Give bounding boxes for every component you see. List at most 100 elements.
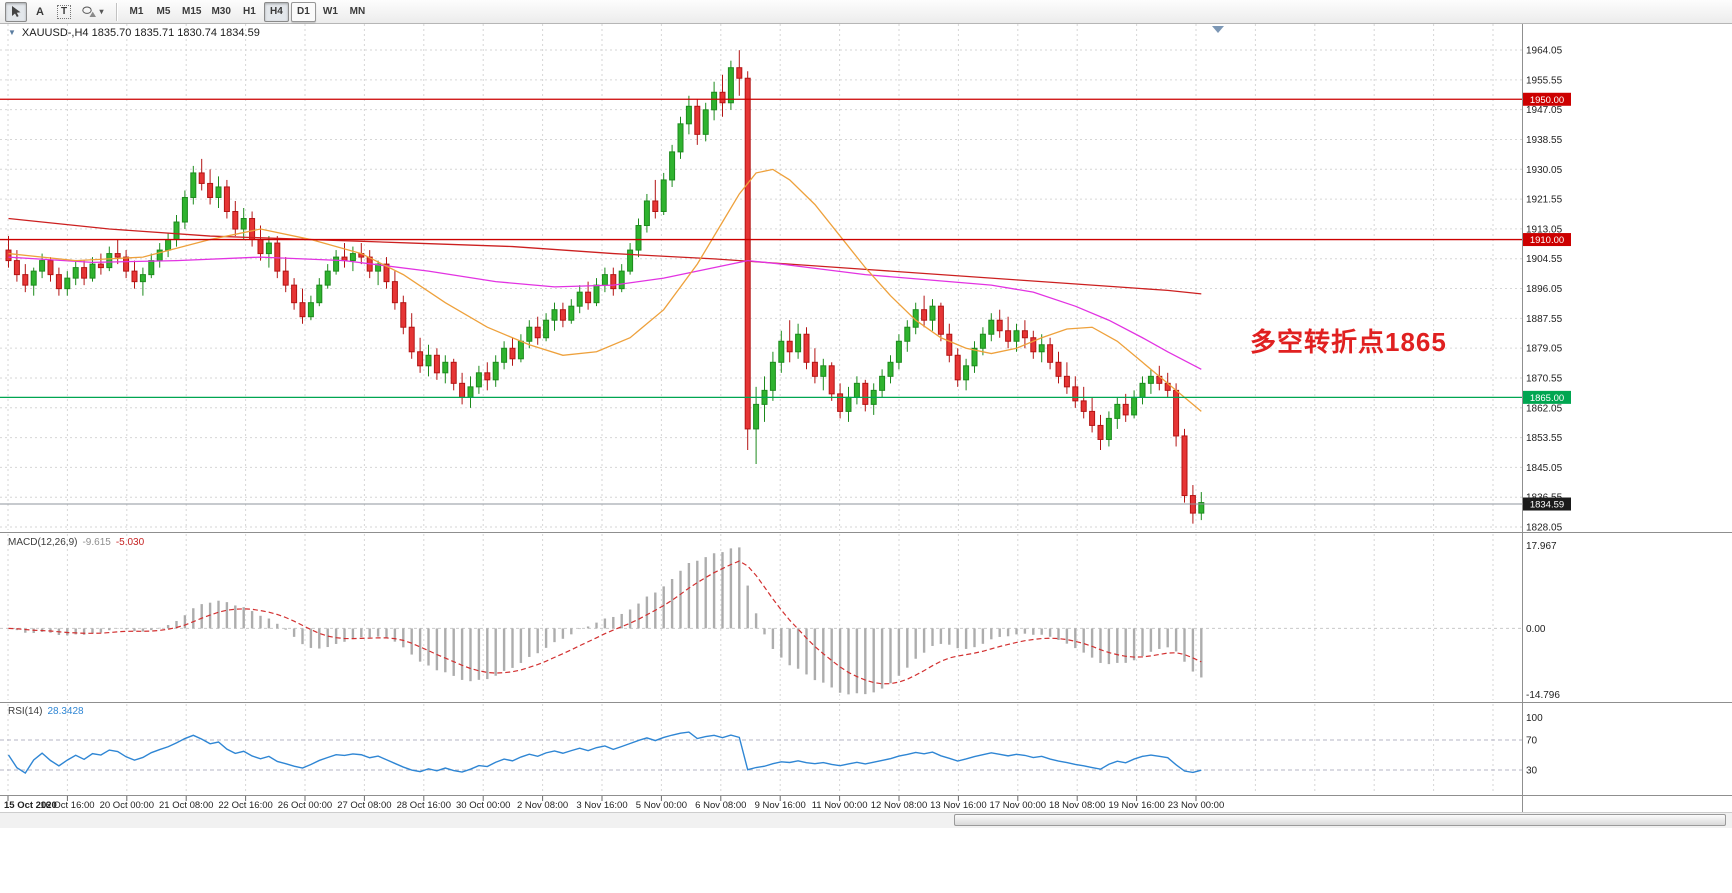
candle — [299, 288, 306, 324]
rsi-axis-label: 100 — [1526, 713, 1543, 724]
rsi-axis[interactable]: 100 70 30 — [1526, 713, 1543, 777]
candle — [97, 253, 104, 275]
price-axis-label: 1955.55 — [1526, 75, 1563, 86]
time-axis-label: 3 Nov 16:00 — [576, 800, 627, 811]
symbol-dropdown-arrow-icon[interactable]: ▼ — [8, 28, 16, 37]
scrollbar-thumb[interactable] — [954, 814, 1726, 826]
chart-annotation-text[interactable]: 多空转折点1865 — [1250, 327, 1447, 357]
time-axis-label: 15 Oct 2020 — [4, 800, 57, 811]
timeframe-button-h1[interactable]: H1 — [243, 6, 256, 17]
candle — [534, 316, 541, 345]
price-axis-label: 1845.05 — [1526, 463, 1563, 474]
candle — [853, 376, 860, 405]
candle — [257, 225, 264, 261]
candle — [736, 50, 743, 96]
timeframe-button-m30[interactable]: M30 — [211, 6, 231, 17]
timeframe-button-h4[interactable]: H4 — [263, 1, 289, 22]
candle — [543, 313, 550, 342]
ma-fast-line — [8, 168, 1202, 412]
time-axis-label: 13 Nov 16:00 — [930, 800, 987, 811]
candle — [5, 236, 12, 268]
candle — [1097, 414, 1104, 450]
candle — [559, 302, 566, 328]
price-axis-label: 1921.55 — [1526, 195, 1563, 206]
candle — [652, 179, 659, 219]
time-axis-label: 27 Oct 08:00 — [337, 800, 391, 811]
horizontal-line-1865.00[interactable]: 1865.00 — [0, 390, 1571, 404]
macd-signal-value: -5.030 — [115, 537, 145, 548]
candle — [442, 355, 449, 384]
candles-series — [5, 50, 1205, 524]
candle — [316, 278, 323, 307]
rsi-line — [7, 731, 1202, 775]
shapes-tool-button[interactable]: ▾ — [77, 2, 109, 22]
candle — [1047, 337, 1054, 370]
text-tool-button[interactable]: A — [29, 2, 51, 22]
candle — [47, 257, 54, 282]
time-axis-label: 11 Nov 00:00 — [812, 800, 868, 811]
candle — [55, 267, 62, 296]
text-a-icon: A — [36, 5, 44, 18]
candle — [123, 250, 130, 279]
level-price-label: 1865.00 — [1530, 393, 1564, 404]
macd-name: MACD(12,26,9) — [8, 537, 78, 548]
macd-axis[interactable]: 17.967 0.00 -14.796 — [1526, 541, 1560, 701]
text-label-tool-button[interactable]: T — [53, 2, 75, 22]
timeframe-button-m15[interactable]: M15 — [182, 6, 202, 17]
candle — [232, 200, 239, 237]
timeframe-button-w1[interactable]: W1 — [322, 6, 338, 17]
ma-mid-line — [8, 256, 1202, 370]
chart-shift-marker-icon[interactable] — [1212, 26, 1224, 33]
candle — [72, 260, 79, 286]
candle — [1114, 397, 1121, 429]
candle — [198, 158, 205, 191]
candle — [627, 243, 634, 275]
time-axis-label: 26 Oct 00:00 — [278, 800, 332, 811]
time-axis-label: 19 Nov 16:00 — [1108, 800, 1165, 811]
candle — [81, 260, 88, 286]
time-axis-label: 6 Nov 08:00 — [695, 800, 746, 811]
time-axis-label: 17 Nov 00:00 — [990, 800, 1047, 811]
time-axis-label: 23 Nov 00:00 — [1168, 800, 1225, 811]
rsi-value: 28.3428 — [47, 706, 84, 717]
timeframe-button-mn[interactable]: MN — [349, 6, 366, 17]
candle — [1122, 393, 1129, 422]
candle — [971, 341, 978, 373]
price-axis-label: 1870.55 — [1526, 373, 1563, 384]
horizontal-line-1950.00[interactable]: 1950.00 — [0, 92, 1571, 106]
candle — [383, 257, 390, 289]
candle — [1147, 369, 1154, 394]
shapes-icon — [82, 5, 97, 17]
candle — [1030, 330, 1037, 359]
candle — [341, 243, 348, 268]
candle — [685, 95, 692, 135]
candle — [1080, 386, 1087, 419]
candle — [870, 383, 877, 415]
candle — [769, 351, 776, 401]
candle — [643, 193, 650, 233]
candle — [963, 358, 970, 391]
candle — [391, 271, 398, 310]
timeframe-button-d1[interactable]: D1 — [290, 1, 316, 22]
candle — [660, 172, 667, 216]
horizontal-line-1910.00[interactable]: 1910.00 — [0, 233, 1571, 247]
candle — [1131, 390, 1138, 419]
candle — [433, 348, 440, 380]
horizontal-scrollbar[interactable] — [0, 812, 1732, 828]
candle — [778, 330, 785, 373]
crosshair-tool-button[interactable] — [5, 1, 27, 22]
candle — [702, 102, 709, 142]
candle — [475, 365, 482, 394]
macd-histogram — [15, 547, 1203, 695]
price-axis[interactable]: 1964.05 1955.55 1947.05 1938.55 1930.05 1921.… — [1526, 46, 1563, 534]
candle — [862, 379, 869, 412]
candle — [156, 243, 163, 268]
timeframe-button-m1[interactable]: M1 — [129, 6, 144, 17]
candle — [291, 278, 298, 310]
candle — [576, 285, 583, 314]
price-axis-label: 1913.05 — [1526, 224, 1563, 235]
timeframe-button-m5[interactable]: M5 — [156, 6, 171, 17]
candle — [114, 239, 121, 265]
